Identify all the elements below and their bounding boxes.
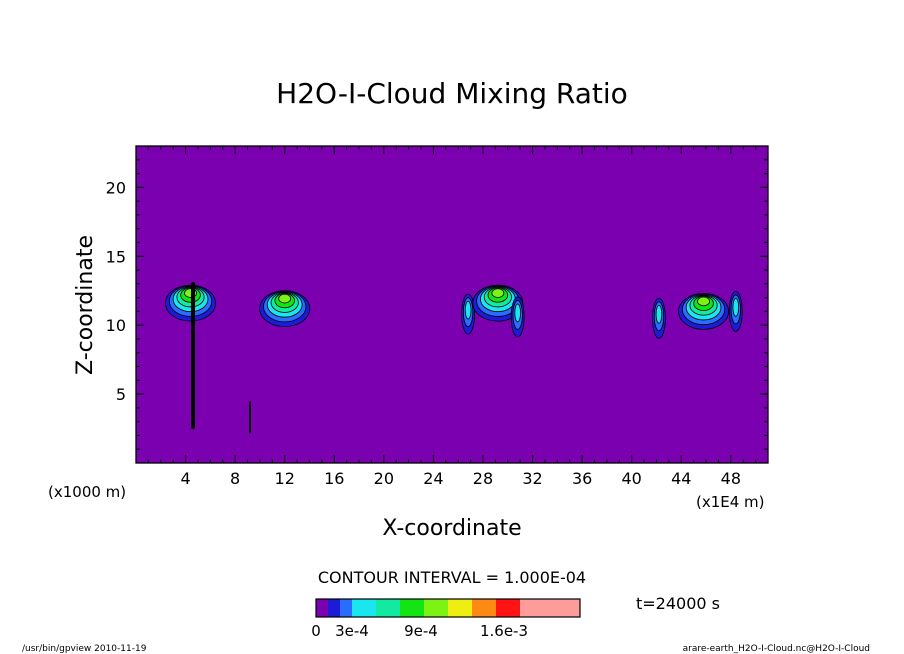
cloud-4	[472, 284, 524, 322]
x-tick-label: 48	[721, 469, 741, 488]
x-tick-label: 16	[324, 469, 344, 488]
x-tick-label: 12	[275, 469, 295, 488]
x-tick-label: 4	[180, 469, 190, 488]
contour-interval: CONTOUR INTERVAL = 1.000E-04	[318, 568, 586, 587]
chart-title: H2O-I-Cloud Mixing Ratio	[276, 77, 628, 110]
y-axis: 5 10 15 20	[106, 159, 768, 450]
cloud-5	[510, 296, 525, 338]
x-axis-label: X-coordinate	[382, 516, 521, 541]
y-tick-label: 5	[116, 385, 126, 404]
colorbar-label-0: 0	[311, 622, 321, 640]
cloud-8-contour-3	[732, 298, 740, 317]
cloud-6-contour-3	[655, 304, 663, 324]
plot-background	[136, 146, 768, 463]
cloud-8	[728, 290, 743, 332]
time-label: t=24000 s	[636, 594, 720, 613]
x-tick-label: 36	[572, 469, 592, 488]
x-tick-label: 44	[671, 469, 691, 488]
colorbar-swatch-10	[520, 599, 580, 617]
cloud-4-contour-6	[491, 288, 505, 298]
cloud-5-contour-3	[514, 303, 521, 323]
plot-frame	[135, 145, 769, 464]
colorbar-swatch-4	[376, 599, 400, 617]
cloud-3	[461, 293, 476, 335]
x-tick-label: 24	[423, 469, 443, 488]
x-tick-label: 8	[230, 469, 240, 488]
cloud-3-contour-3	[464, 300, 472, 320]
x-tick-label: 28	[473, 469, 493, 488]
x-unit-right: (x1E4 m)	[696, 493, 765, 511]
colorbar-swatch-6	[424, 599, 448, 617]
y-tick-label: 15	[106, 247, 126, 266]
colorbar-label-1: 3e-4	[335, 622, 369, 640]
cloud-2	[259, 290, 311, 328]
y-axis-label: Z-coordinate	[73, 235, 98, 375]
colorbar-label-3: 1.6e-3	[480, 622, 528, 640]
colorbar	[315, 598, 581, 618]
colorbar-swatch-3	[352, 599, 376, 617]
colorbar-swatch-5	[400, 599, 424, 617]
x-unit-left: (x1000 m)	[48, 483, 126, 501]
colorbar-swatch-9	[496, 599, 520, 617]
footer-left: /usr/bin/gpview 2010-11-19	[22, 644, 147, 654]
x-tick-label: 20	[374, 469, 394, 488]
cloud-1	[165, 284, 216, 322]
colorbar-swatch-8	[472, 599, 496, 617]
y-tick-label: 10	[106, 316, 126, 335]
colorbar-swatch-7	[448, 599, 472, 617]
x-tick-label: 40	[622, 469, 642, 488]
x-axis: 4 8 12 16 20 24 28 32 36 40 44 48	[147, 146, 757, 488]
cloud-7	[678, 292, 729, 330]
cloud-2-contour-6	[278, 293, 292, 304]
cloud-6	[652, 297, 666, 339]
colorbar-swatch-1	[328, 599, 340, 617]
colorbar-frame	[315, 598, 581, 618]
footer-right: arare-earth_H2O-I-Cloud.nc@H2O-I-Cloud	[683, 644, 870, 654]
y-tick-label: 20	[106, 178, 126, 197]
x-tick-label: 32	[522, 469, 542, 488]
cloud-contours	[165, 281, 743, 434]
colorbar-label-2: 9e-4	[404, 622, 438, 640]
colorbar-swatch-2	[340, 599, 352, 617]
colorbar-swatch-0	[316, 599, 328, 617]
cloud-7-contour-6	[697, 296, 711, 307]
